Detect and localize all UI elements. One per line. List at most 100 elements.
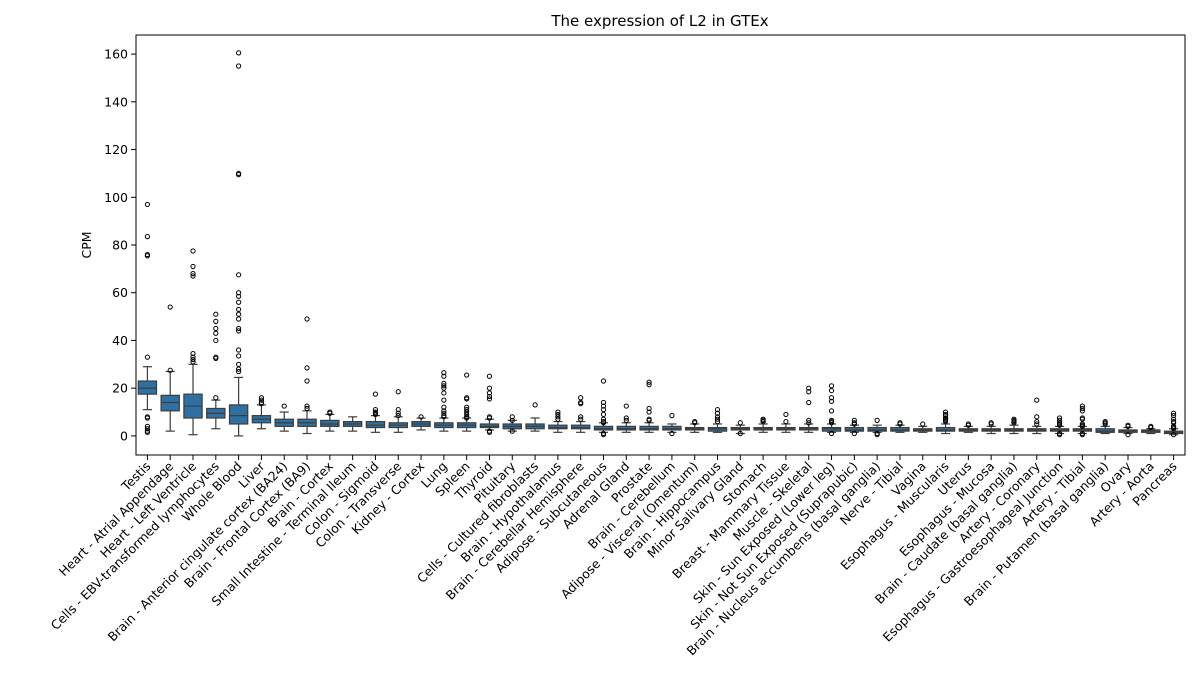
- outlier-point: [874, 432, 880, 438]
- outlier-point: [441, 383, 447, 389]
- y-tick-label: 40: [112, 333, 128, 348]
- outlier-point: [258, 395, 265, 401]
- outlier-point: [304, 378, 310, 384]
- outlier-point: [486, 396, 493, 402]
- outlier-point: [236, 172, 242, 178]
- outlier-point: [828, 430, 835, 437]
- box-14: [456, 372, 477, 432]
- outlier-point: [714, 416, 721, 422]
- outlier-point: [737, 420, 743, 426]
- outlier-point: [988, 421, 994, 427]
- outlier-point: [1056, 432, 1063, 438]
- plot-frame: [135, 34, 1186, 456]
- outlier-point: [623, 403, 629, 409]
- outlier-point: [190, 248, 196, 254]
- outlier-point: [600, 411, 607, 418]
- outlier-point: [600, 416, 607, 422]
- outlier-point: [236, 290, 242, 296]
- box-iqr: [228, 404, 249, 425]
- outlier-point: [828, 383, 835, 389]
- outlier-point: [714, 407, 721, 413]
- box-38: [1004, 416, 1024, 435]
- outlier-point: [486, 393, 493, 400]
- box-15: [479, 373, 500, 435]
- outlier-point: [1056, 417, 1063, 423]
- box-39: [1027, 397, 1047, 435]
- outlier-point: [213, 395, 219, 401]
- outlier-point: [600, 420, 607, 426]
- y-tick-label: 140: [104, 94, 128, 109]
- outlier-point: [578, 401, 584, 407]
- y-axis-label: CPM: [79, 231, 94, 258]
- outlier-point: [851, 430, 857, 437]
- outlier-point: [532, 402, 538, 408]
- outlier-point: [737, 430, 743, 437]
- outlier-point: [714, 414, 721, 420]
- outlier-point: [578, 416, 584, 422]
- box-44: [1141, 423, 1161, 435]
- outlier-point: [1125, 432, 1131, 438]
- box-17: [525, 402, 545, 432]
- outlier-point: [600, 407, 607, 413]
- outlier-point: [144, 234, 151, 240]
- box-36: [958, 421, 979, 433]
- outlier-point: [395, 410, 401, 416]
- outlier-point: [213, 355, 219, 361]
- outlier-point: [555, 411, 561, 418]
- box-24: [684, 418, 705, 433]
- outlier-point: [236, 353, 242, 359]
- outlier-point: [236, 311, 242, 317]
- outlier-point: [372, 391, 379, 397]
- outlier-point: [190, 263, 196, 270]
- outlier-point: [236, 306, 242, 313]
- y-axis: 0 20 40 60 80 100 120 140 160: [104, 47, 136, 443]
- outlier-point: [509, 428, 515, 434]
- outlier-point: [190, 273, 196, 279]
- outlier-point: [304, 365, 310, 371]
- box-25: [707, 407, 728, 433]
- outlier-point: [213, 325, 219, 332]
- outlier-point: [236, 368, 242, 375]
- box-33: [890, 420, 910, 433]
- box-23: [662, 413, 682, 437]
- box-series: [137, 50, 1184, 438]
- outlier-point: [236, 328, 242, 334]
- outlier-point: [828, 395, 835, 401]
- outlier-point: [486, 373, 493, 379]
- box-4: [228, 50, 249, 437]
- outlier-point: [646, 379, 652, 385]
- outlier-point: [1034, 418, 1040, 425]
- box-22: [639, 379, 659, 433]
- outlier-point: [806, 389, 812, 395]
- outlier-point: [395, 389, 401, 395]
- outlier-point: [1125, 423, 1131, 429]
- outlier-point: [486, 415, 493, 421]
- outlier-point: [236, 347, 242, 353]
- box-40: [1049, 415, 1070, 438]
- outlier-point: [509, 414, 515, 420]
- outlier-point: [646, 409, 652, 415]
- box-12: [411, 414, 431, 431]
- box-45: [1163, 410, 1184, 438]
- outlier-point: [1170, 426, 1177, 432]
- outlier-point: [828, 420, 835, 426]
- outlier-point: [464, 411, 470, 418]
- outlier-point: [167, 367, 173, 373]
- outlier-point: [600, 432, 607, 438]
- outlier-point: [441, 397, 447, 403]
- outlier-point: [578, 395, 584, 401]
- box-3: [206, 311, 226, 430]
- outlier-point: [213, 311, 219, 317]
- outlier-point: [464, 396, 470, 402]
- outlier-point: [236, 361, 242, 367]
- outlier-point: [1011, 420, 1017, 426]
- box-34: [913, 421, 933, 433]
- box-2: [183, 248, 203, 436]
- box-28: [776, 411, 796, 433]
- outlier-point: [144, 354, 151, 360]
- outlier-point: [464, 404, 470, 410]
- outlier-point: [486, 385, 493, 391]
- outlier-point: [1079, 408, 1085, 414]
- box-31: [844, 417, 865, 437]
- box-19: [570, 395, 591, 433]
